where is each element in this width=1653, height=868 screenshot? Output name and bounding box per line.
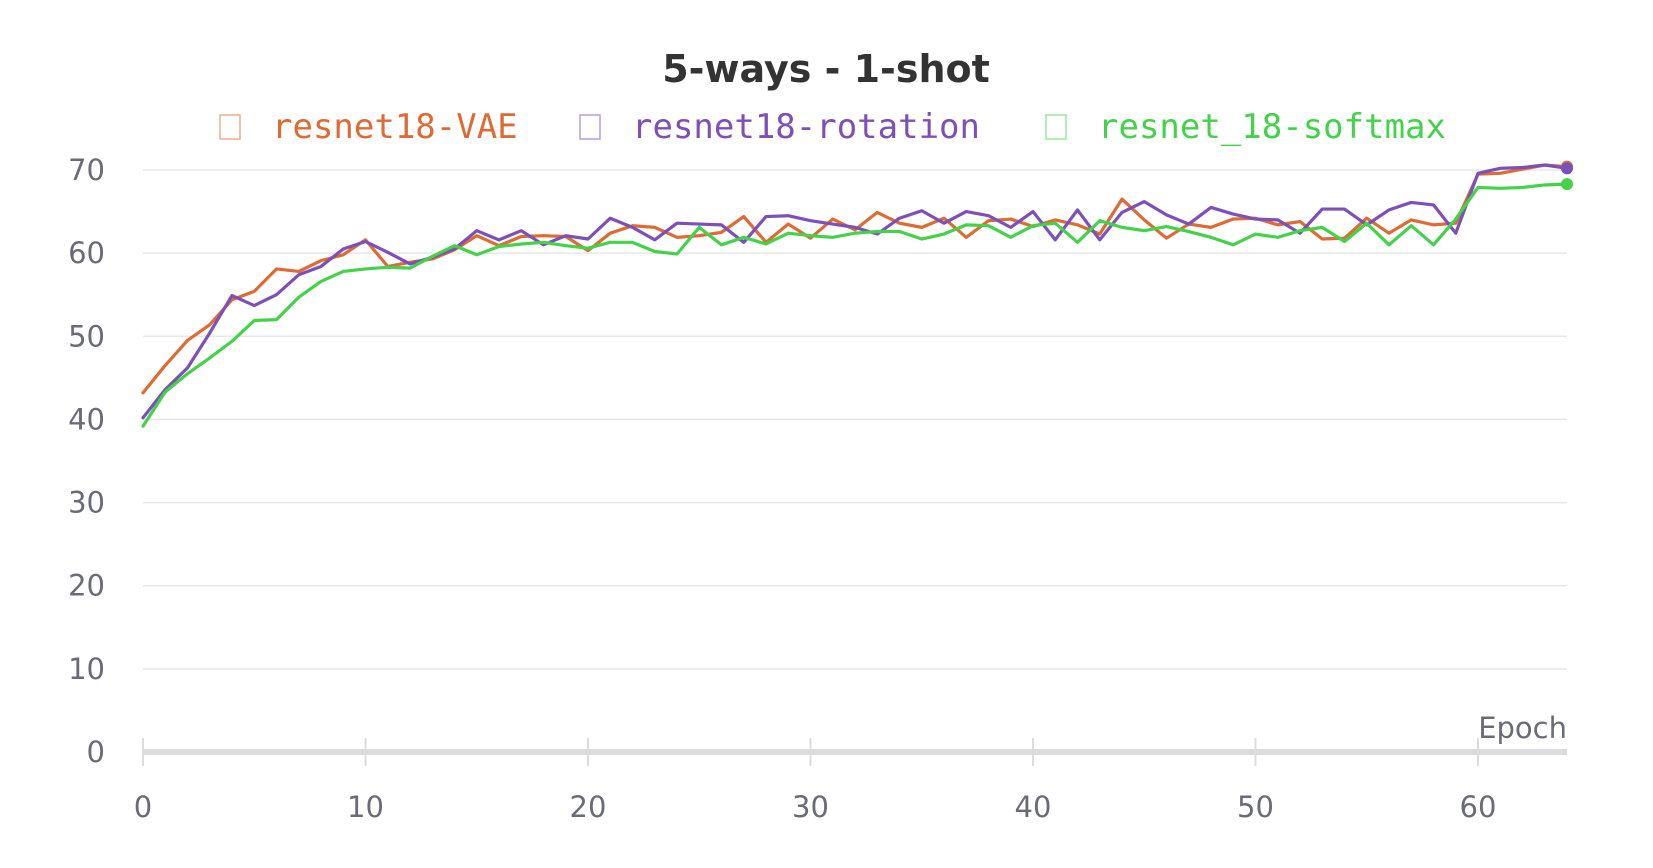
y-tick-label: 0 xyxy=(87,735,105,769)
legend-item-3[interactable]: resnet_18-softmax xyxy=(1045,107,1446,147)
x-tick-label: 10 xyxy=(347,790,384,824)
grid-lines xyxy=(143,169,1567,670)
y-tick-label: 10 xyxy=(68,652,105,686)
y-tick-label: 30 xyxy=(68,486,105,520)
legend-swatch xyxy=(579,114,601,140)
y-tick-label: 60 xyxy=(68,236,105,270)
x-tick-label: 40 xyxy=(1015,790,1052,824)
x-tick-label: 0 xyxy=(134,790,152,824)
legend-swatch xyxy=(1045,114,1067,140)
legend-item-2[interactable]: resnet18-rotation xyxy=(579,107,980,147)
legend-item-1[interactable]: resnet18-VAE xyxy=(219,107,518,147)
legend-swatch xyxy=(219,114,241,140)
series-line-2 xyxy=(141,163,1569,420)
legend-label: resnet_18-softmax xyxy=(1098,107,1446,147)
chart-title: 5-ways - 1-shot xyxy=(662,47,990,91)
series-line-1 xyxy=(141,163,1569,395)
x-tick-label: 20 xyxy=(570,790,607,824)
y-axis: 0 10 20 30 40 50 60 70 xyxy=(68,153,105,769)
series-end-point-3 xyxy=(1561,178,1573,191)
legend-label: resnet18-rotation xyxy=(632,107,980,147)
y-tick-label: 20 xyxy=(68,569,105,603)
plot-area xyxy=(141,160,1573,428)
series-line-3 xyxy=(141,182,1569,428)
series-end-point-2 xyxy=(1561,162,1573,175)
y-tick-label: 50 xyxy=(68,319,105,353)
x-tick-label: 50 xyxy=(1237,790,1274,824)
x-tick-label: 60 xyxy=(1460,790,1497,824)
legend-label: resnet18-VAE xyxy=(272,107,518,147)
legend: resnet18-VAE resnet18-rotation resnet_18-s… xyxy=(219,107,1446,147)
x-axis: 0 10 20 30 40 50 60 xyxy=(134,738,1567,824)
x-tick-label: 30 xyxy=(792,790,829,824)
y-tick-label: 40 xyxy=(68,402,105,436)
y-tick-label: 70 xyxy=(68,153,105,187)
x-axis-label: Epoch xyxy=(1478,711,1567,745)
